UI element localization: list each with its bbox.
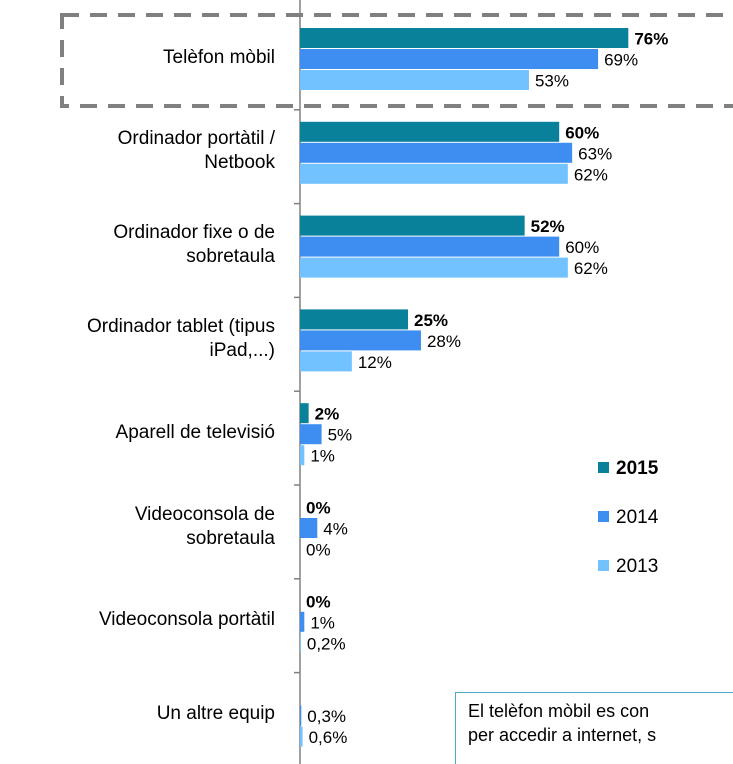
bar bbox=[300, 121, 560, 142]
category-label: Ordinador tablet (tipus iPad,...) bbox=[87, 315, 275, 361]
annotation-line: El telèfon mòbil es con bbox=[468, 701, 650, 721]
value-label: 53% bbox=[535, 71, 569, 90]
bar bbox=[300, 215, 525, 236]
category-label: Telèfon mòbil bbox=[163, 46, 275, 68]
value-label: 0,6% bbox=[309, 728, 348, 747]
legend-label: 2013 bbox=[616, 556, 658, 577]
category-label: Ordinador fixe o de sobretaula bbox=[113, 222, 275, 268]
value-label: 76% bbox=[634, 29, 668, 48]
legend-swatch bbox=[598, 462, 609, 473]
value-label: 0% bbox=[306, 592, 331, 611]
legend-swatch bbox=[598, 560, 609, 571]
bar bbox=[300, 403, 309, 424]
annotation-box: El telèfon mòbil es con per accedir a in… bbox=[455, 692, 733, 764]
value-label: 0% bbox=[306, 498, 331, 517]
legend-swatch bbox=[598, 511, 609, 522]
value-label: 62% bbox=[574, 165, 608, 184]
bar bbox=[300, 726, 303, 747]
category-label: Ordinador portàtil / Netbook bbox=[117, 128, 275, 174]
legend-label: 2015 bbox=[616, 458, 659, 479]
bar bbox=[300, 445, 305, 466]
value-label: 1% bbox=[310, 613, 335, 632]
value-label: 0% bbox=[306, 540, 331, 559]
value-label: 4% bbox=[323, 519, 348, 538]
bar bbox=[300, 28, 629, 48]
annotation-line: per accedir a internet, s bbox=[468, 725, 657, 745]
bar bbox=[300, 351, 352, 372]
value-label: 28% bbox=[427, 332, 461, 351]
bar bbox=[300, 518, 318, 538]
bar bbox=[300, 257, 568, 278]
category-label: Aparell de televisió bbox=[115, 421, 275, 443]
highlight-box bbox=[60, 13, 733, 108]
bar bbox=[300, 236, 560, 257]
value-label: 0,2% bbox=[307, 634, 346, 653]
value-label: 60% bbox=[565, 123, 599, 142]
bar bbox=[300, 424, 322, 445]
value-label: 60% bbox=[565, 238, 599, 257]
value-label: 62% bbox=[574, 259, 608, 278]
value-label: 1% bbox=[310, 447, 335, 466]
bar bbox=[300, 70, 529, 90]
value-label: 2% bbox=[315, 405, 340, 424]
value-label: 25% bbox=[414, 311, 448, 330]
value-label: 12% bbox=[358, 353, 392, 372]
value-label: 63% bbox=[578, 144, 612, 163]
bar bbox=[300, 330, 421, 351]
value-label: 69% bbox=[604, 50, 638, 69]
legend-label: 2014 bbox=[616, 507, 659, 528]
bar bbox=[300, 142, 573, 163]
value-label: 52% bbox=[531, 217, 565, 236]
bar bbox=[300, 309, 408, 330]
category-label: Videoconsola de sobretaula bbox=[134, 503, 275, 549]
bar bbox=[300, 611, 305, 632]
category-label: Videoconsola portàtil bbox=[98, 609, 275, 631]
bar bbox=[300, 705, 302, 726]
value-label: 5% bbox=[328, 426, 353, 445]
bar bbox=[300, 632, 301, 653]
value-label: 0,3% bbox=[307, 707, 346, 726]
category-label: Un altre equip bbox=[156, 703, 275, 725]
bar bbox=[300, 163, 568, 184]
bar bbox=[300, 49, 599, 69]
